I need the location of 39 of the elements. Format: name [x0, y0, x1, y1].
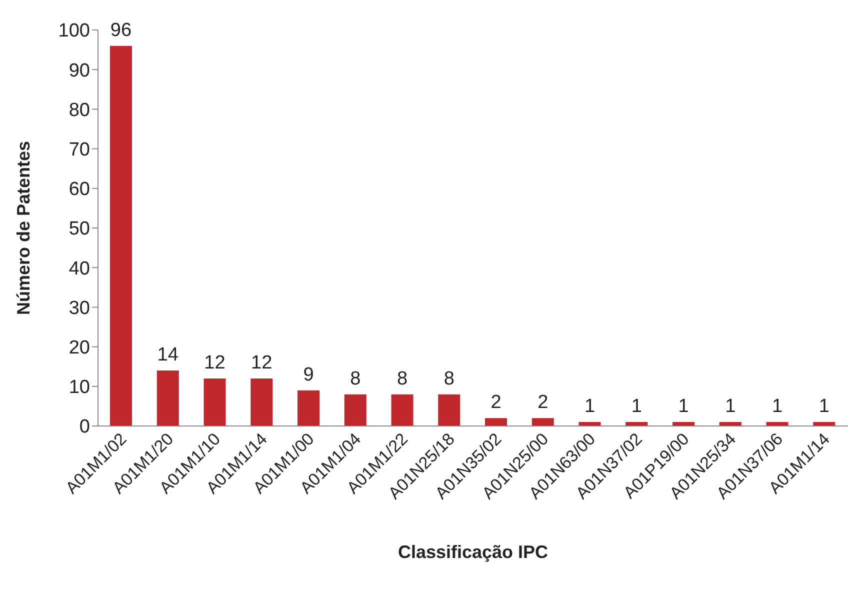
y-tick-label: 20 — [68, 338, 90, 359]
bar — [532, 418, 554, 426]
data-label: 8 — [350, 368, 361, 390]
y-tick-label: 70 — [68, 140, 90, 161]
y-tick-label: 60 — [68, 179, 90, 200]
data-label: 9 — [303, 364, 314, 386]
data-label: 1 — [678, 396, 689, 418]
y-tick-label: 100 — [58, 20, 90, 42]
bar — [110, 46, 132, 426]
y-axis-title: Número de Patentes — [13, 140, 34, 316]
bar — [438, 394, 460, 426]
data-label: 8 — [444, 368, 454, 390]
y-tick-label: 90 — [68, 60, 90, 82]
data-label: 96 — [110, 20, 132, 41]
data-label: 1 — [772, 396, 783, 418]
bar — [204, 378, 226, 426]
y-tick-label: 10 — [68, 377, 90, 398]
data-label: 12 — [204, 352, 226, 374]
y-tick-label: 30 — [68, 298, 90, 319]
bar — [298, 390, 320, 426]
bar — [344, 394, 366, 426]
bar — [156, 370, 179, 426]
data-label: 2 — [490, 392, 502, 414]
y-tick-label: 40 — [68, 258, 90, 280]
data-label: 2 — [538, 392, 548, 414]
data-label: 1 — [818, 396, 830, 418]
y-tick-label: 0 — [79, 416, 90, 438]
y-tick-label: 50 — [68, 218, 90, 240]
bar — [485, 418, 507, 426]
data-label: 14 — [157, 344, 179, 366]
data-label: 1 — [725, 396, 736, 418]
data-label: 1 — [631, 396, 642, 418]
data-label: 8 — [396, 368, 408, 390]
data-label: 1 — [584, 396, 596, 418]
data-label: 12 — [251, 352, 272, 374]
x-axis-title: Classificação IPC — [398, 542, 548, 562]
bar — [250, 378, 273, 426]
y-tick-label: 80 — [68, 100, 90, 121]
bar — [391, 394, 414, 426]
